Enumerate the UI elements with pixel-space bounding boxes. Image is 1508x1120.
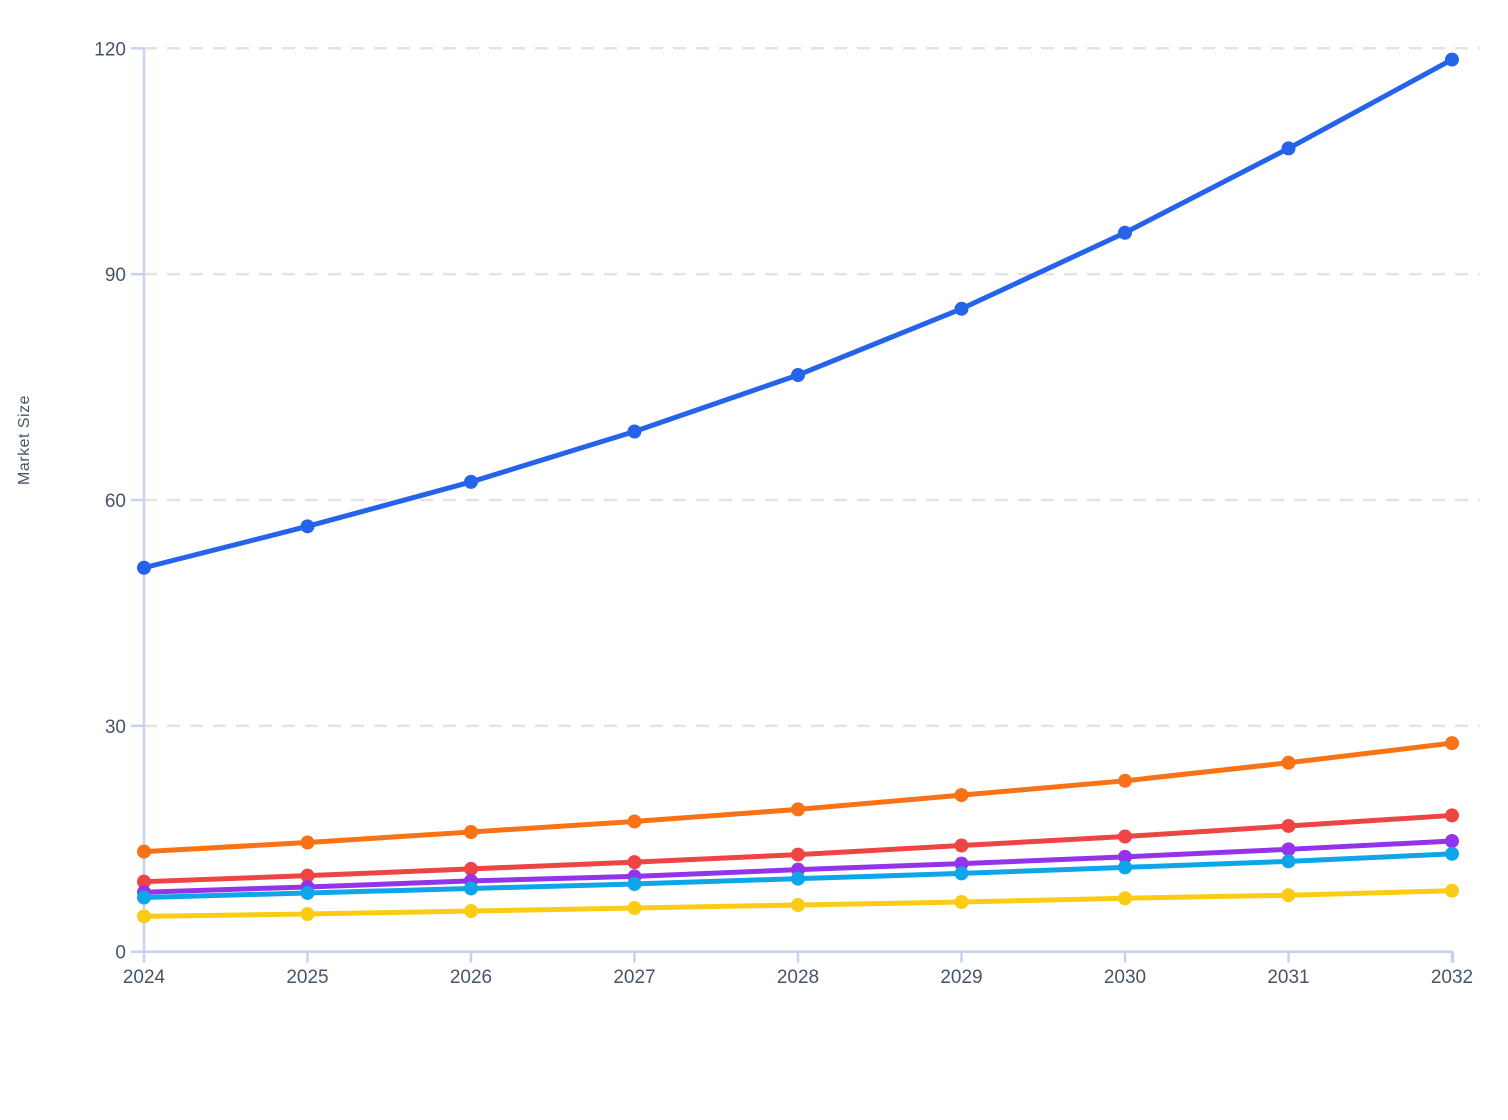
marker-blue-series	[300, 519, 315, 534]
y-axis-title: Market Size	[16, 395, 33, 485]
x-tick-label: 2028	[777, 967, 819, 988]
marker-red-series	[791, 847, 805, 862]
marker-red-series	[954, 838, 969, 853]
marker-orange-series	[1118, 773, 1132, 788]
plot-area: 0 30 60 90 120 2024 2025 2026 2027 2028 2029 2030 20…	[94, 39, 1480, 988]
x-tick-label: 2026	[450, 967, 492, 988]
marker-red-series	[300, 868, 315, 883]
y-tick-label: 120	[94, 39, 126, 60]
x-tick-label: 2031	[1267, 967, 1309, 988]
y-tick-label: 60	[105, 491, 126, 512]
marker-yellow-series	[464, 904, 478, 919]
x-tick-label: 2024	[123, 967, 166, 988]
x-tick-label: 2032	[1431, 967, 1473, 988]
marker-purple-series	[1281, 842, 1296, 857]
marker-purple-series	[1118, 849, 1132, 864]
x-tick-label: 2029	[940, 967, 982, 988]
marker-yellow-series	[954, 895, 969, 910]
y-tick-label: 0	[115, 943, 126, 964]
x-tick-label: 2025	[286, 967, 328, 988]
marker-sky-series	[1445, 846, 1459, 861]
y-tick-label: 90	[105, 265, 126, 286]
marker-orange-series	[137, 844, 151, 859]
x-tick-label: 2030	[1104, 967, 1146, 988]
marker-blue-series	[627, 424, 642, 439]
x-tick-label: 2027	[613, 967, 655, 988]
marker-orange-series	[1281, 755, 1296, 770]
marker-yellow-series	[137, 909, 151, 924]
marker-blue-series	[954, 301, 969, 316]
marker-blue-series	[1281, 141, 1296, 156]
marker-orange-series	[627, 814, 642, 829]
marker-blue-series	[1118, 225, 1132, 240]
marker-yellow-series	[627, 901, 642, 916]
line-orange-series	[141, 740, 1455, 855]
marker-yellow-series	[300, 907, 315, 922]
marker-sky-series	[1118, 860, 1132, 875]
marker-red-series	[464, 861, 478, 876]
marker-sky-series	[791, 871, 805, 886]
marker-yellow-series	[1118, 891, 1132, 906]
marker-sky-series	[1281, 854, 1296, 869]
line-blue-series	[141, 57, 1455, 571]
marker-red-series	[1118, 829, 1132, 844]
marker-red-series	[1281, 818, 1296, 833]
marker-red-series	[1445, 808, 1459, 823]
marker-red-series	[627, 855, 642, 870]
marker-yellow-series	[791, 898, 805, 913]
marker-sky-series	[954, 866, 969, 881]
marker-purple-series	[954, 856, 969, 871]
marker-sky-series	[464, 881, 478, 896]
marker-yellow-series	[1445, 883, 1459, 898]
y-tick-label: 30	[105, 717, 126, 738]
marker-purple-series	[1445, 834, 1459, 849]
marker-blue-series	[1445, 52, 1459, 67]
marker-orange-series	[1445, 736, 1459, 751]
marker-sky-series	[137, 890, 151, 905]
marker-blue-series	[137, 560, 151, 575]
marker-orange-series	[300, 835, 315, 850]
marker-sky-series	[627, 876, 642, 891]
marker-sky-series	[300, 885, 315, 900]
marker-orange-series	[464, 824, 478, 839]
marker-yellow-series	[1281, 888, 1296, 903]
marker-red-series	[137, 874, 151, 889]
marker-blue-series	[464, 474, 478, 489]
marker-orange-series	[791, 802, 805, 817]
marker-blue-series	[791, 368, 805, 383]
marker-orange-series	[954, 788, 969, 803]
